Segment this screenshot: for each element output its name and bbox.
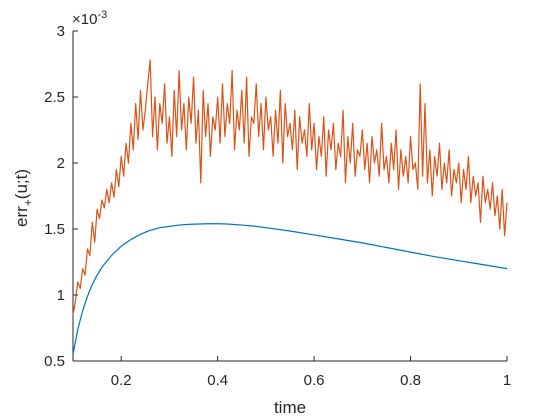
series-line-2: [72, 59, 508, 315]
svg-text:err+(u;t): err+(u;t): [12, 169, 35, 227]
series-layer: [72, 59, 508, 355]
y-tick-label: 1.5: [44, 221, 65, 238]
y-tick-label: 2.5: [44, 89, 65, 106]
exponent-label: ×10-3: [72, 9, 107, 28]
y-tick-label: 3: [57, 23, 65, 40]
y-axis-title-suffix: (u;t): [12, 169, 31, 199]
x-tick-label: 1: [503, 372, 511, 389]
y-tick-label: 1: [57, 287, 65, 304]
y-axis-title-base: err: [12, 206, 31, 227]
exponent-label-prefix: ×10: [72, 11, 97, 28]
ticks-layer: 0.2 0.4 0.6 0.8 1 0.5 1 1.5 2 2.5 3: [44, 23, 511, 389]
y-axis-title-subscript: +: [21, 199, 35, 206]
x-tick-label: 0.6: [304, 372, 325, 389]
series-line-1: [72, 223, 508, 355]
y-tick-label: 0.5: [44, 353, 65, 370]
y-tick-label: 2: [57, 155, 65, 172]
x-tick-label: 0.8: [400, 372, 421, 389]
y-axis-title: err+(u;t): [12, 169, 35, 227]
plot-area: [72, 31, 507, 362]
x-tick-label: 0.4: [207, 372, 228, 389]
exponent-label-power: -3: [97, 9, 107, 21]
x-tick-label: 0.2: [111, 372, 132, 389]
x-axis-title: time: [274, 398, 306, 417]
